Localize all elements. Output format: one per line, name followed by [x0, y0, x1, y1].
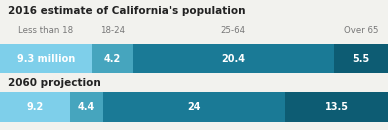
Text: 9.2: 9.2: [26, 102, 43, 112]
Bar: [0, 92, 70, 122]
Bar: [92, 44, 133, 73]
Bar: [133, 44, 334, 73]
Text: 25-64: 25-64: [221, 26, 246, 35]
Text: 18-24: 18-24: [100, 26, 125, 35]
Text: 9.3 million: 9.3 million: [17, 54, 75, 63]
Text: 2016 estimate of California's population: 2016 estimate of California's population: [8, 6, 245, 17]
Text: Over 65: Over 65: [344, 26, 378, 35]
Text: 20.4: 20.4: [222, 54, 245, 63]
Text: 4.4: 4.4: [78, 102, 95, 112]
Bar: [103, 92, 286, 122]
Text: 24: 24: [188, 102, 201, 112]
Bar: [286, 92, 388, 122]
Text: 4.2: 4.2: [104, 54, 121, 63]
Text: 2060 projection: 2060 projection: [8, 78, 100, 88]
Text: Less than 18: Less than 18: [18, 26, 73, 35]
Bar: [334, 44, 388, 73]
Text: 13.5: 13.5: [325, 102, 349, 112]
Text: 5.5: 5.5: [352, 54, 369, 63]
Bar: [0, 44, 92, 73]
Bar: [70, 92, 103, 122]
